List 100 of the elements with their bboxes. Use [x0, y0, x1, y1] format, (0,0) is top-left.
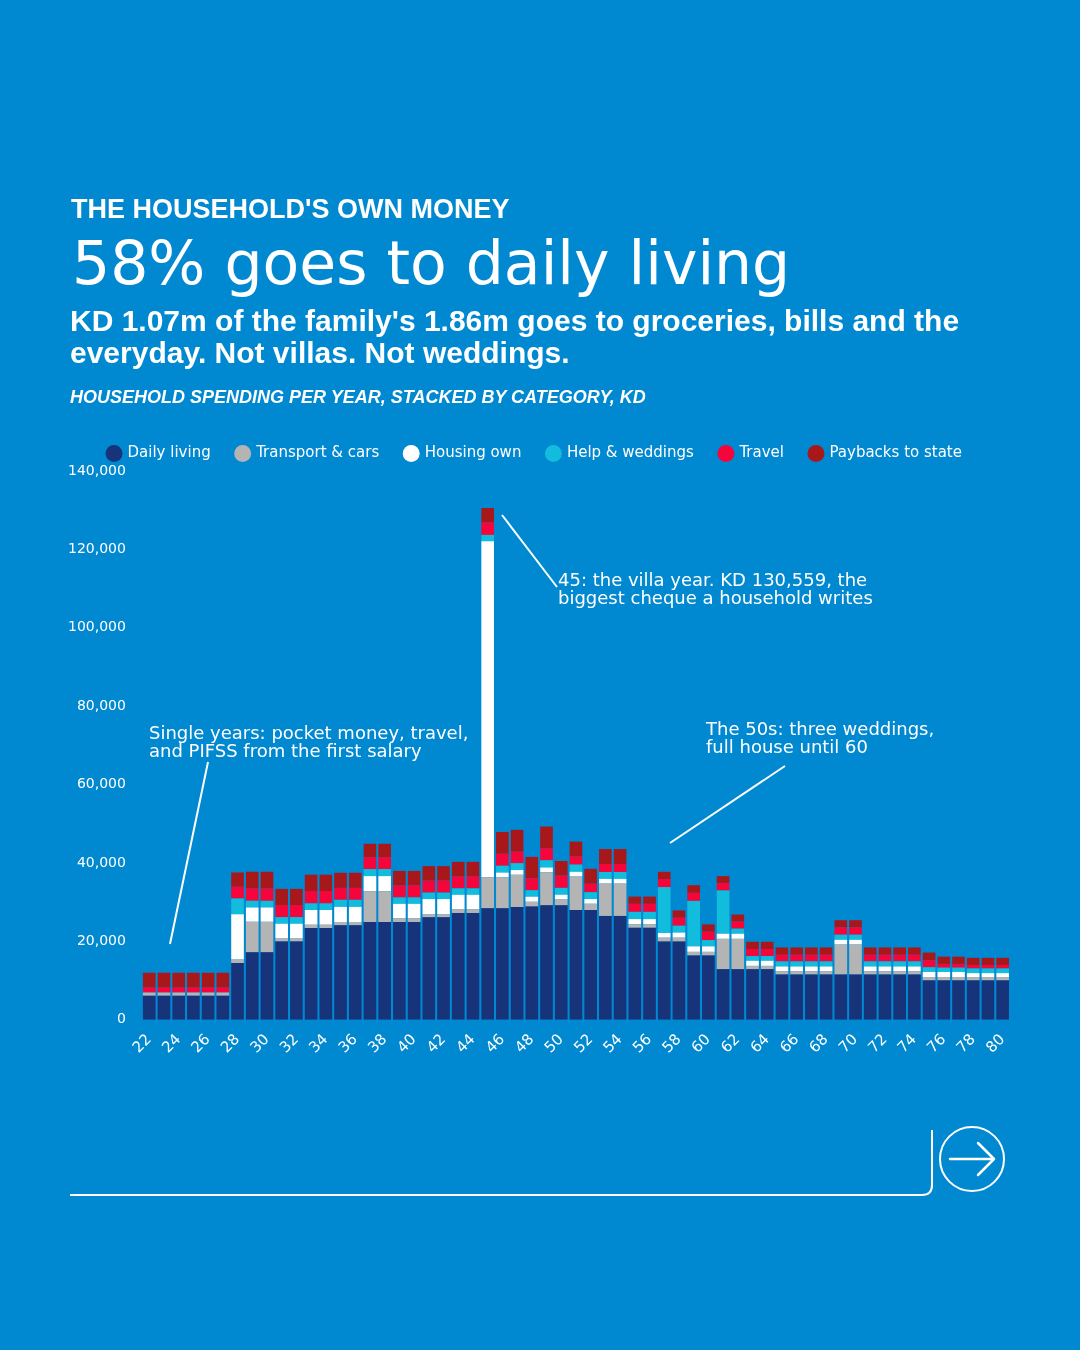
bar [893, 971, 906, 975]
bar [496, 832, 509, 854]
bar [908, 947, 921, 955]
bar [628, 903, 642, 912]
bar [937, 980, 951, 1020]
bar [187, 995, 200, 1020]
bar [657, 932, 671, 938]
bar [657, 941, 671, 1020]
bar [805, 974, 818, 1020]
bar [451, 909, 465, 913]
bar [481, 908, 494, 1020]
bar [790, 954, 803, 962]
x-tick-label: 60 [687, 1029, 714, 1057]
bar [863, 966, 877, 972]
bar [952, 956, 965, 964]
bar [275, 917, 288, 924]
bar [908, 961, 921, 967]
y-tick-label: 20,000 [76, 932, 126, 949]
bar [216, 987, 230, 993]
bar [878, 971, 892, 975]
bar [628, 919, 642, 925]
bar [569, 910, 583, 1020]
bar [731, 921, 745, 929]
bar [878, 974, 892, 1020]
bar [716, 890, 730, 934]
x-tick-label: 54 [599, 1029, 626, 1057]
bar [451, 861, 465, 877]
bar [981, 968, 995, 974]
bar [996, 957, 1009, 966]
bar [819, 961, 833, 967]
bar [613, 883, 627, 916]
bar [231, 959, 244, 963]
annotation: Single years: pocket money, travel, and PIFSS from the first salary [149, 722, 469, 761]
annotation: 45: the villa year. KD 130,559, the biggest cheque a household writes [558, 569, 874, 608]
bar [260, 888, 274, 901]
bar [172, 992, 186, 996]
bar [348, 872, 362, 888]
x-tick-label: 56 [628, 1029, 656, 1057]
bar [805, 966, 818, 972]
bar [775, 966, 789, 972]
bar [937, 971, 951, 978]
x-tick-label: 50 [540, 1029, 567, 1057]
bar [348, 906, 362, 922]
bar [334, 925, 347, 1020]
bar [834, 920, 848, 928]
bar [319, 910, 333, 925]
bar [378, 876, 391, 892]
bar [702, 931, 715, 941]
bar [790, 974, 803, 1020]
bar [393, 921, 406, 1020]
bar [863, 954, 877, 962]
bar [304, 910, 318, 925]
bar [510, 907, 524, 1020]
bar [805, 954, 818, 962]
bar [584, 883, 597, 893]
x-tick-label: 80 [981, 1029, 1009, 1057]
bar [952, 967, 965, 972]
bar [584, 910, 597, 1020]
bar [775, 961, 789, 967]
y-tick-label: 140,000 [67, 461, 126, 478]
x-tick-label: 48 [511, 1029, 538, 1057]
bar [481, 541, 494, 878]
bar [334, 921, 347, 926]
bar [348, 921, 362, 926]
bar [510, 874, 524, 908]
bar [952, 971, 965, 978]
x-tick-label: 26 [187, 1029, 214, 1057]
y-tick-label: 80,000 [76, 696, 126, 713]
x-tick-label: 64 [746, 1029, 773, 1057]
bar [334, 872, 347, 888]
bar [643, 927, 656, 1020]
bar [922, 960, 936, 968]
bar [731, 933, 745, 939]
bar [231, 886, 244, 899]
bar [319, 874, 333, 892]
bar [746, 941, 759, 950]
bar [775, 947, 789, 955]
bar [657, 937, 671, 942]
bar [378, 869, 391, 877]
x-tick-label: 78 [952, 1029, 979, 1057]
bar [451, 876, 465, 889]
bar [245, 900, 259, 908]
bar [142, 995, 156, 1020]
x-tick-label: 66 [776, 1029, 803, 1057]
bar [510, 863, 524, 871]
bar [481, 508, 494, 523]
bar [378, 921, 391, 1020]
bar [142, 992, 156, 996]
bar [451, 912, 465, 1020]
bar [716, 876, 730, 884]
x-tick-label: 22 [128, 1029, 155, 1057]
bar [319, 891, 333, 904]
bar [893, 961, 906, 967]
chart-title: 58% goes to daily living [72, 228, 791, 298]
bar [231, 914, 244, 960]
bar [393, 885, 406, 898]
bar [849, 939, 862, 945]
legend-label: Help & weddings [566, 443, 695, 462]
bar [834, 944, 848, 975]
bar [702, 946, 715, 952]
